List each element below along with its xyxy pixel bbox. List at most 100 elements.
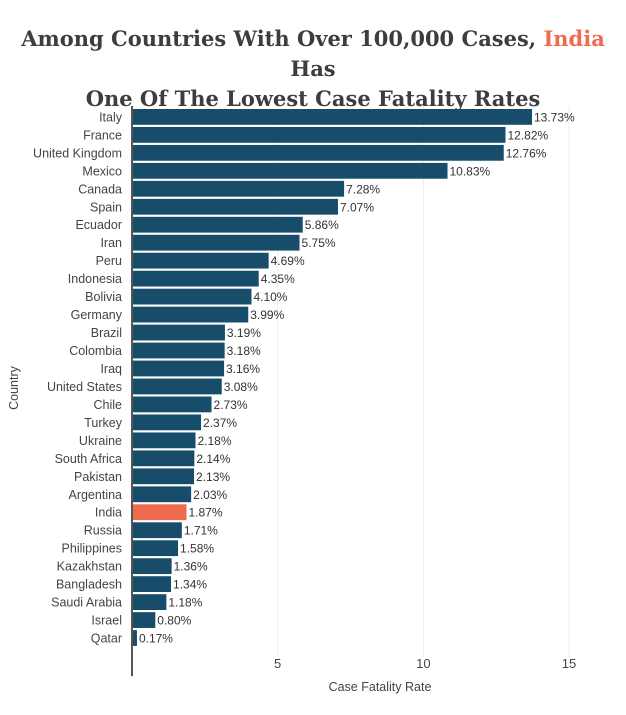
category-label: Qatar	[91, 632, 122, 646]
category-label: United Kingdom	[33, 146, 122, 160]
data-label: 7.28%	[346, 182, 380, 196]
bar	[132, 126, 506, 143]
bar	[132, 378, 222, 395]
bar	[132, 594, 167, 610]
bar	[132, 306, 249, 323]
title-text: Has	[290, 56, 336, 81]
x-axis-label: Case Fatality Rate	[329, 680, 432, 694]
data-label: 4.69%	[271, 254, 305, 268]
category-label: India	[95, 506, 122, 520]
data-label: 13.73%	[534, 110, 575, 124]
bar	[132, 576, 172, 593]
category-label: Colombia	[69, 344, 122, 358]
bar	[132, 450, 195, 467]
bar	[132, 414, 202, 431]
title-highlight: India	[543, 26, 605, 51]
bar	[132, 252, 269, 269]
bar	[132, 360, 225, 377]
bar	[132, 144, 504, 161]
title-text: One Of The Lowest Case Fatality Rates	[85, 86, 541, 111]
data-label: 1.18%	[168, 596, 202, 610]
x-tick-label: 10	[416, 656, 430, 671]
category-label: Russia	[84, 524, 122, 538]
data-label: 1.87%	[188, 506, 222, 520]
data-label: 2.13%	[196, 470, 230, 484]
data-label: 3.16%	[226, 362, 260, 376]
data-label: 3.99%	[250, 308, 284, 322]
bar	[132, 558, 172, 575]
bar	[132, 180, 345, 197]
category-label: Israel	[91, 614, 122, 628]
bar	[132, 270, 259, 287]
chart-title: Among Countries With Over 100,000 Cases,…	[0, 24, 626, 114]
category-label: Brazil	[91, 326, 122, 340]
category-label: South Africa	[55, 452, 122, 466]
data-label: 2.18%	[198, 434, 232, 448]
category-label: United States	[47, 380, 122, 394]
bar	[132, 432, 196, 449]
data-label: 0.80%	[157, 614, 191, 628]
data-label: 3.19%	[227, 326, 261, 340]
category-label: Italy	[99, 110, 123, 124]
category-label: Pakistan	[74, 470, 122, 484]
data-label: 1.34%	[173, 578, 207, 592]
category-label: Indonesia	[68, 272, 122, 286]
category-label: Philippines	[62, 542, 122, 556]
data-label: 7.07%	[340, 200, 374, 214]
data-label: 2.03%	[193, 488, 227, 502]
bar	[132, 234, 300, 251]
data-label: 2.73%	[214, 398, 248, 412]
category-label: Canada	[78, 182, 122, 196]
bar	[132, 162, 448, 179]
bar	[132, 342, 225, 359]
bar	[132, 504, 187, 521]
bar	[132, 288, 252, 305]
data-label: 12.76%	[506, 146, 547, 160]
category-label: Ukraine	[79, 434, 122, 448]
bar	[132, 396, 212, 413]
data-label: 0.17%	[139, 632, 173, 646]
category-label: Turkey	[84, 416, 122, 430]
bar	[132, 109, 533, 125]
x-tick-label: 15	[562, 656, 576, 671]
data-label: 3.18%	[227, 344, 261, 358]
bar	[132, 630, 137, 646]
y-axis-label: Country	[7, 365, 21, 410]
category-label: Germany	[71, 308, 123, 322]
bar	[132, 540, 179, 557]
data-label: 3.08%	[224, 380, 258, 394]
category-label: Peru	[96, 254, 122, 268]
category-label: Chile	[94, 398, 123, 412]
data-label: 4.10%	[253, 290, 287, 304]
bar	[132, 522, 182, 539]
category-label: Saudi Arabia	[51, 596, 122, 610]
bar	[132, 216, 303, 233]
category-label: Bangladesh	[56, 578, 122, 592]
category-label: Iran	[100, 236, 122, 250]
bar	[132, 612, 156, 628]
data-label: 1.58%	[180, 542, 214, 556]
category-label: Ecuador	[75, 218, 122, 232]
data-label: 2.37%	[203, 416, 237, 430]
data-label: 12.82%	[507, 128, 548, 142]
data-label: 5.75%	[302, 236, 336, 250]
title-text: Among Countries With Over 100,000 Cases,	[21, 26, 544, 51]
data-label: 1.71%	[184, 524, 218, 538]
bar	[132, 198, 338, 215]
bar	[132, 468, 195, 485]
data-label: 2.14%	[196, 452, 230, 466]
category-label: France	[83, 128, 122, 142]
data-label: 5.86%	[305, 218, 339, 232]
x-tick-label: 5	[274, 656, 281, 671]
bar	[132, 324, 225, 341]
category-label: Spain	[90, 200, 122, 214]
bar	[132, 486, 192, 503]
data-label: 4.35%	[261, 272, 295, 286]
category-label: Bolivia	[85, 290, 122, 304]
category-label: Argentina	[68, 488, 122, 502]
category-label: Iraq	[100, 362, 122, 376]
category-label: Mexico	[82, 164, 122, 178]
data-label: 10.83%	[450, 164, 491, 178]
data-label: 1.36%	[174, 560, 208, 574]
